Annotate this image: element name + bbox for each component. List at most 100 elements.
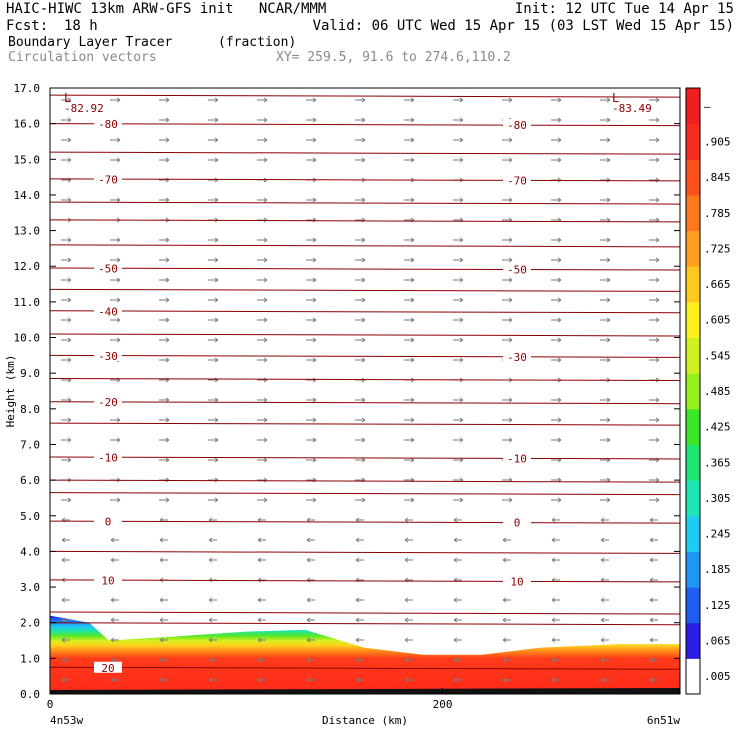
vector-head <box>116 437 121 443</box>
vector-head <box>410 277 415 283</box>
contour-label-bg <box>94 118 122 130</box>
vector-head <box>361 417 366 423</box>
vector-head <box>263 197 268 203</box>
vector-head <box>600 557 605 563</box>
vector-head <box>263 357 268 363</box>
colorbar-label: .545 <box>704 349 731 362</box>
vector-head <box>600 537 605 543</box>
vector-head <box>312 237 317 243</box>
vector-head <box>165 457 170 463</box>
contour-label: 20 <box>101 662 114 675</box>
vector-head <box>600 637 605 643</box>
vector-head <box>410 197 415 203</box>
vector-head <box>312 97 317 103</box>
colorbar-label: .005 <box>704 670 731 683</box>
colorbar-label: .365 <box>704 456 731 469</box>
contour-label: -10 <box>507 452 527 465</box>
vector-head <box>551 517 556 523</box>
contour-line <box>50 310 680 314</box>
vector-head <box>263 277 268 283</box>
vector-head <box>502 617 507 623</box>
vector-head <box>116 157 121 163</box>
vector-head <box>165 437 170 443</box>
vector-head <box>600 657 605 663</box>
vector-head <box>600 517 605 523</box>
vector-head <box>61 677 66 683</box>
vector-head <box>214 317 219 323</box>
vector-head <box>606 417 611 423</box>
vector-head <box>208 557 213 563</box>
vector-head <box>551 657 556 663</box>
vector-head <box>355 557 360 563</box>
vector-head <box>361 197 366 203</box>
vector-head <box>655 297 660 303</box>
colorbar-label: .245 <box>704 528 731 541</box>
contour-label: -20 <box>98 396 118 409</box>
vector-head <box>214 417 219 423</box>
vector-head <box>355 537 360 543</box>
vector-head <box>159 657 164 663</box>
vector-head <box>410 297 415 303</box>
x-axis-label: Distance (km) <box>322 714 408 727</box>
vector-head <box>312 497 317 503</box>
contour-line <box>50 201 680 205</box>
contour-line <box>50 492 680 496</box>
vector-head <box>649 637 654 643</box>
vector-head <box>159 617 164 623</box>
vector-head <box>410 317 415 323</box>
vector-head <box>116 257 121 263</box>
colorbar-label: .905 <box>704 135 731 148</box>
vector-head <box>110 657 115 663</box>
contour-label: 10 <box>101 574 114 587</box>
vector-head <box>655 137 660 143</box>
vector-head <box>61 557 66 563</box>
contour-label: -30 <box>507 351 527 364</box>
contour-label-bg <box>503 452 531 464</box>
vector-head <box>557 437 562 443</box>
vector-head <box>312 417 317 423</box>
vector-head <box>459 397 464 403</box>
vector-head <box>263 317 268 323</box>
vector-head <box>606 337 611 343</box>
contour-line <box>50 579 680 583</box>
vector-head <box>165 117 170 123</box>
vector-head <box>165 257 170 263</box>
vector-head <box>606 257 611 263</box>
y-tick-label: 2.0 <box>20 617 40 630</box>
colorbar-swatch <box>686 373 700 410</box>
contour-line <box>50 219 680 223</box>
vector-head <box>557 317 562 323</box>
contour-label-bg <box>503 516 531 528</box>
vector-head <box>649 677 654 683</box>
contour-label-bg <box>94 305 122 317</box>
colorbar-label: .485 <box>704 385 731 398</box>
contour-label-bg <box>94 262 122 274</box>
contour-label-bg <box>94 574 122 586</box>
contour-label-bg <box>503 350 531 362</box>
colorbar-swatch <box>686 194 700 232</box>
vector-head <box>600 617 605 623</box>
y-tick-label: 0.0 <box>20 688 40 701</box>
vector-head <box>453 637 458 643</box>
vector-head <box>361 97 366 103</box>
vector-head <box>655 357 660 363</box>
vector-head <box>649 557 654 563</box>
vector-head <box>312 157 317 163</box>
vector-head <box>655 117 660 123</box>
vector-head <box>214 457 219 463</box>
forecast-label: Fcst: <box>6 18 49 34</box>
vector-head <box>508 277 513 283</box>
vector-head <box>306 557 311 563</box>
vector-head <box>116 237 121 243</box>
vector-head <box>453 557 458 563</box>
vector-head <box>116 197 121 203</box>
vector-head <box>508 417 513 423</box>
vector-head <box>165 137 170 143</box>
vector-head <box>410 337 415 343</box>
vector-head <box>606 137 611 143</box>
vector-head <box>110 597 115 603</box>
vector-head <box>165 97 170 103</box>
low-value: -82.92 <box>64 102 104 115</box>
axes: 0.0 1.0 2.0 3.0 4.0 5.0 6.0 7.0 8.0 9.0 10.0 11.0 12… <box>4 82 681 727</box>
contour-label-bg <box>94 451 122 463</box>
